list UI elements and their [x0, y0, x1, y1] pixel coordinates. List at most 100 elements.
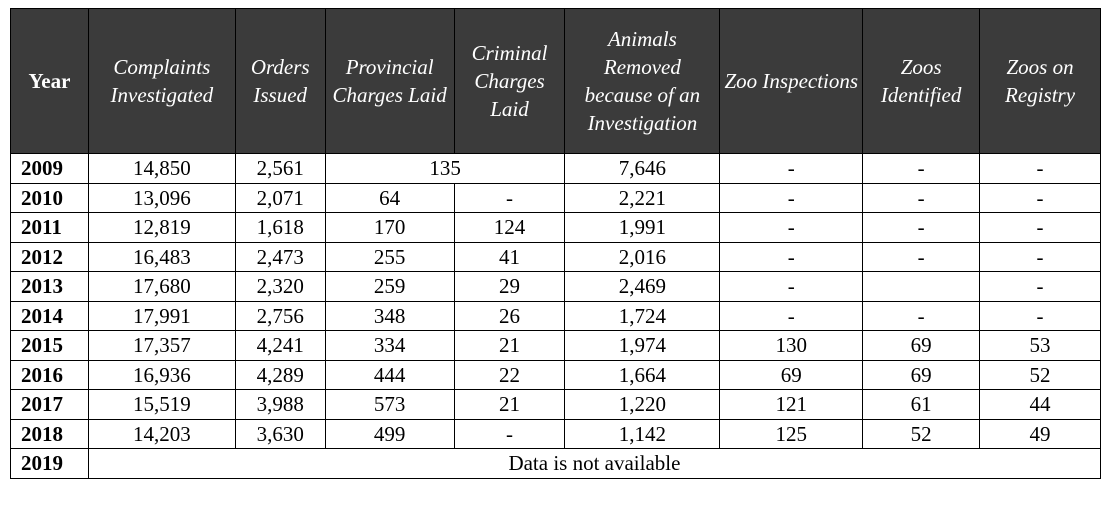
cell-zoo-inspections: 130 [719, 330, 864, 361]
cell-provincial: 170 [324, 212, 455, 243]
table-row: 2015 17,357 4,241 334 21 1,974 130 69 53 [10, 330, 1101, 361]
cell-zoos-registry: - [979, 212, 1101, 243]
cell-zoos-registry: 52 [979, 359, 1101, 390]
table-body: 2009 14,850 2,561 135 7,646 - - - 2010 1… [10, 153, 1102, 479]
cell-zoos-registry: - [979, 241, 1101, 272]
cell-provincial: 259 [324, 271, 455, 302]
header-animals-removed: Animals Removed because of an Investigat… [564, 8, 721, 154]
table-row: 2009 14,850 2,561 135 7,646 - - - [10, 153, 1101, 184]
cell-orders: 2,473 [234, 241, 326, 272]
table-row: 2017 15,519 3,988 573 21 1,220 121 61 44 [10, 389, 1101, 420]
cell-zoos-identified: - [862, 241, 981, 272]
cell-provincial: 499 [324, 418, 455, 449]
cell-zoos-identified: 69 [862, 359, 981, 390]
cell-animals: 7,646 [564, 153, 721, 184]
cell-year: 2019 [10, 448, 89, 479]
cell-zoos-identified: 69 [862, 330, 981, 361]
cell-provincial: 348 [324, 300, 455, 331]
header-zoo-inspections: Zoo Inspections [719, 8, 864, 154]
cell-provincial: 444 [324, 359, 455, 390]
cell-zoos-identified: - [862, 300, 981, 331]
table-row: 2011 12,819 1,618 170 124 1,991 - - - [10, 212, 1101, 243]
cell-zoos-registry: 53 [979, 330, 1101, 361]
cell-zoo-inspections: - [719, 241, 864, 272]
cell-animals: 1,664 [564, 359, 721, 390]
cell-complaints: 17,357 [87, 330, 236, 361]
cell-zoo-inspections: - [719, 182, 864, 213]
cell-criminal: 41 [453, 241, 566, 272]
cell-zoos-identified: - [862, 182, 981, 213]
cell-orders: 3,988 [234, 389, 326, 420]
cell-complaints: 13,096 [87, 182, 236, 213]
table-row: 2010 13,096 2,071 64 - 2,221 - - - [10, 182, 1101, 213]
cell-orders: 2,320 [234, 271, 326, 302]
table-row: 2014 17,991 2,756 348 26 1,724 - - - [10, 300, 1101, 331]
cell-provincial: 573 [324, 389, 455, 420]
cell-zoo-inspections: - [719, 300, 864, 331]
cell-year: 2012 [10, 241, 89, 272]
table-row: 2012 16,483 2,473 255 41 2,016 - - - [10, 241, 1101, 272]
cell-zoo-inspections: 69 [719, 359, 864, 390]
cell-orders: 1,618 [234, 212, 326, 243]
table-row: 2019 Data is not available [10, 448, 1102, 479]
cell-year: 2013 [10, 271, 89, 302]
cell-criminal: 21 [453, 330, 566, 361]
cell-year: 2009 [10, 153, 89, 184]
cell-zoos-identified: 61 [862, 389, 981, 420]
cell-criminal: 26 [453, 300, 566, 331]
cell-year: 2015 [10, 330, 89, 361]
cell-zoos-registry: - [979, 182, 1101, 213]
cell-animals: 2,221 [564, 182, 721, 213]
cell-criminal: 29 [453, 271, 566, 302]
cell-orders: 4,289 [234, 359, 326, 390]
cell-zoos-registry: - [979, 153, 1101, 184]
table-row: 2018 14,203 3,630 499 - 1,142 125 52 49 [10, 418, 1101, 449]
cell-orders: 3,630 [234, 418, 326, 449]
cell-data-unavailable: Data is not available [87, 448, 1102, 479]
cell-zoo-inspections: 121 [719, 389, 864, 420]
cell-zoos-identified: - [862, 212, 981, 243]
cell-zoos-registry: 44 [979, 389, 1101, 420]
cell-orders: 2,071 [234, 182, 326, 213]
cell-animals: 1,974 [564, 330, 721, 361]
cell-year: 2017 [10, 389, 89, 420]
cell-zoo-inspections: - [719, 153, 864, 184]
cell-criminal: 22 [453, 359, 566, 390]
cell-animals: 2,016 [564, 241, 721, 272]
cell-provincial: 64 [324, 182, 455, 213]
cell-zoos-identified [862, 271, 981, 302]
cell-complaints: 12,819 [87, 212, 236, 243]
cell-zoos-registry: - [979, 271, 1101, 302]
header-zoos-registry: Zoos on Registry [979, 8, 1101, 154]
table-row: 2016 16,936 4,289 444 22 1,664 69 69 52 [10, 359, 1101, 390]
cell-animals: 1,142 [564, 418, 721, 449]
header-year: Year [10, 8, 89, 154]
cell-zoo-inspections: - [719, 212, 864, 243]
cell-zoo-inspections: 125 [719, 418, 864, 449]
cell-year: 2016 [10, 359, 89, 390]
cell-complaints: 17,680 [87, 271, 236, 302]
header-orders: Orders Issued [234, 8, 326, 154]
cell-criminal: 21 [453, 389, 566, 420]
cell-year: 2010 [10, 182, 89, 213]
header-complaints: Complaints Investigated [87, 8, 236, 154]
cell-complaints: 17,991 [87, 300, 236, 331]
table-row: 2013 17,680 2,320 259 29 2,469 - - [10, 271, 1101, 302]
cell-orders: 4,241 [234, 330, 326, 361]
cell-zoos-registry: - [979, 300, 1101, 331]
header-provincial-charges: Provincial Charges Laid [324, 8, 455, 154]
cell-orders: 2,756 [234, 300, 326, 331]
cell-year: 2011 [10, 212, 89, 243]
header-row: Year Complaints Investigated Orders Issu… [10, 8, 1101, 154]
cell-charges-combined: 135 [324, 153, 566, 184]
statistics-table: Year Complaints Investigated Orders Issu… [10, 8, 1102, 479]
cell-provincial: 334 [324, 330, 455, 361]
cell-criminal: - [453, 418, 566, 449]
cell-year: 2014 [10, 300, 89, 331]
cell-complaints: 14,850 [87, 153, 236, 184]
cell-animals: 1,220 [564, 389, 721, 420]
header-criminal-charges: Criminal Charges Laid [453, 8, 566, 154]
cell-criminal: 124 [453, 212, 566, 243]
cell-zoo-inspections: - [719, 271, 864, 302]
cell-zoos-identified: 52 [862, 418, 981, 449]
